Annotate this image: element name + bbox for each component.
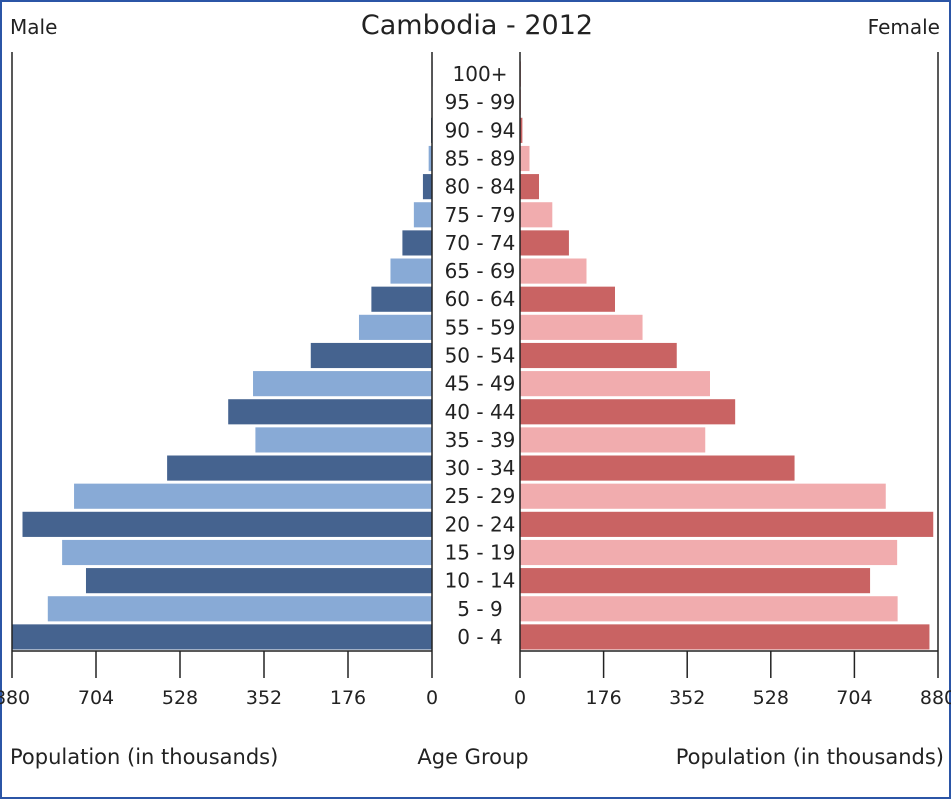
male-bar-5-9 [47,596,432,622]
male-bar-10-14 [85,568,433,594]
male-tick-label: 704 [78,687,114,709]
age-group-label: 85 - 89 [445,147,516,171]
female-bar-70-74 [520,230,569,256]
female-bar-35-39 [520,427,706,453]
female-bar-0-4 [520,624,930,650]
female-bar-50-54 [520,342,677,369]
age-group-label: 100+ [453,62,508,86]
age-group-label: 15 - 19 [445,541,516,565]
female-bar-15-19 [520,539,898,566]
male-bar-35-39 [255,427,432,453]
x-axis-label-center: Age Group [417,745,528,769]
male-bar-55-59 [358,314,432,340]
male-bar-25-29 [74,483,432,509]
chart-title: Cambodia - 2012 [361,10,593,41]
female-tick-label: 880 [920,687,951,709]
female-bar-75-79 [520,202,553,228]
male-label: Male [10,15,57,39]
age-group-label: 70 - 74 [445,231,516,255]
female-bar-10-14 [520,568,871,594]
female-bar-80-84 [520,174,539,200]
age-group-label: 80 - 84 [445,175,516,199]
female-bar-60-64 [520,286,615,312]
age-group-label: 65 - 69 [445,259,516,283]
female-bar-20-24 [520,511,934,537]
age-group-label: 45 - 49 [445,372,516,396]
age-group-label: 40 - 44 [445,400,516,424]
male-bar-80-84 [422,174,432,200]
female-bar-40-44 [520,399,736,425]
male-tick-label: 0 [426,687,438,709]
male-bar-70-74 [402,230,432,256]
age-labels-group: 0 - 4 5 - 9 10 - 14 15 - 19 20 - 24 25 - 29 30… [445,62,516,649]
age-group-label: 75 - 79 [445,203,516,227]
age-group-label: 35 - 39 [445,428,516,452]
age-group-label: 10 - 14 [445,569,516,593]
male-bar-0-4 [12,624,432,650]
female-bar-90-94 [520,117,523,143]
x-axis-label-male: Population (in thousands) [10,745,278,769]
female-bar-45-49 [520,371,710,397]
male-tick-label: 880 [0,687,30,709]
female-bar-85-89 [520,145,530,172]
male-bar-85-89 [428,145,432,172]
age-group-label: 90 - 94 [445,118,516,142]
female-tick-label: 528 [753,687,789,709]
female-tick-label: 0 [514,687,526,709]
female-bar-25-29 [520,483,886,509]
male-bar-30-34 [167,455,432,481]
male-bar-40-44 [228,399,432,425]
age-group-label: 30 - 34 [445,456,516,480]
female-tick-label: 176 [585,687,621,709]
male-tick-label: 528 [162,687,198,709]
male-bar-50-54 [310,342,432,369]
age-group-label: 25 - 29 [445,484,516,508]
x-axis-label-female: Population (in thousands) [676,745,944,769]
female-tick-label: 704 [836,687,872,709]
axes-group: 880 704 528 352 176 0 0 176 352 528 704 880 [0,52,951,709]
age-group-label: 55 - 59 [445,315,516,339]
age-group-label: 5 - 9 [457,597,502,621]
female-bar-30-34 [520,455,795,481]
male-bar-60-64 [371,286,432,312]
age-group-label: 60 - 64 [445,287,516,311]
male-bar-65-69 [390,258,432,284]
male-bar-45-49 [253,371,432,397]
male-tick-label: 176 [330,687,366,709]
age-group-label: 20 - 24 [445,512,516,536]
female-bar-5-9 [520,596,898,622]
female-bar-65-69 [520,258,587,284]
female-label: Female [868,15,940,39]
male-tick-label: 352 [246,687,282,709]
age-group-label: 50 - 54 [445,344,516,368]
age-group-label: 95 - 99 [445,90,516,114]
female-tick-label: 352 [669,687,705,709]
bars-group [12,61,934,650]
male-bar-15-19 [62,539,432,566]
female-bar-55-59 [520,314,643,340]
male-bar-20-24 [22,511,432,537]
age-group-label: 0 - 4 [457,625,502,649]
male-bar-75-79 [413,202,432,228]
